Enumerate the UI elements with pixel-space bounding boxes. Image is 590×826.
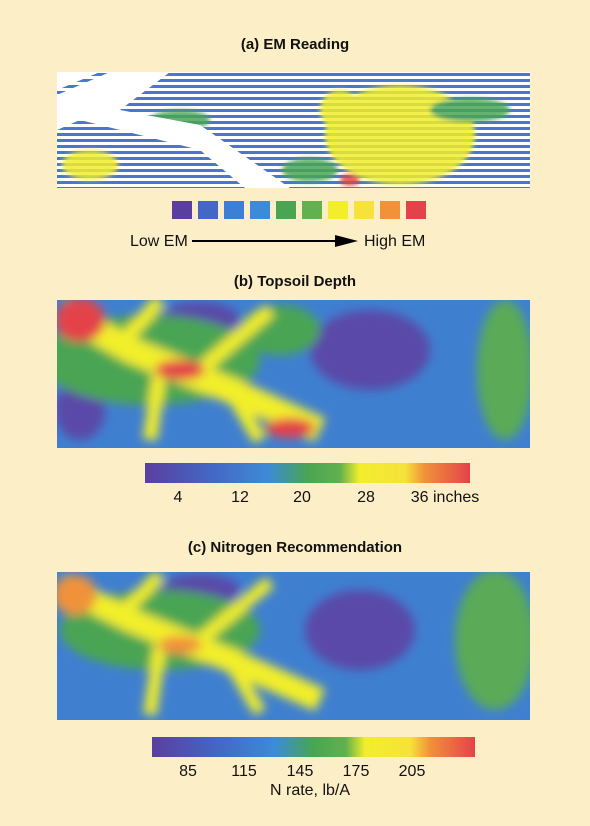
em-swatches — [172, 201, 426, 219]
scale-label: 145 — [287, 763, 314, 780]
panel-title: (c) Nitrogen Recommendation — [188, 539, 402, 556]
legend-high: High EM — [364, 233, 425, 250]
scale-label: 20 — [293, 489, 311, 506]
scale-label: 36 inches — [411, 489, 480, 506]
figure: (a) EM Reading Low EM High EM (b) Tops — [0, 0, 590, 826]
topsoil-map — [40, 298, 533, 448]
scale-label: 4 — [174, 489, 183, 506]
scale-label: 85 — [179, 763, 197, 780]
scale-label: 115 — [231, 763, 257, 780]
scale-title: N rate, lb/A — [270, 782, 350, 799]
em-map — [57, 72, 530, 188]
colorbar — [152, 737, 475, 757]
panel-title: (b) Topsoil Depth — [234, 273, 356, 290]
colorbar — [145, 463, 470, 483]
panel-title: (a) EM Reading — [241, 36, 349, 53]
scale-label: 175 — [343, 763, 370, 780]
nitrogen-map — [53, 570, 535, 720]
scale-label: 12 — [231, 489, 249, 506]
scale-label: 205 — [399, 763, 426, 780]
arrow — [192, 235, 358, 247]
legend-low: Low EM — [130, 233, 188, 250]
scale-label: 28 — [357, 489, 375, 506]
